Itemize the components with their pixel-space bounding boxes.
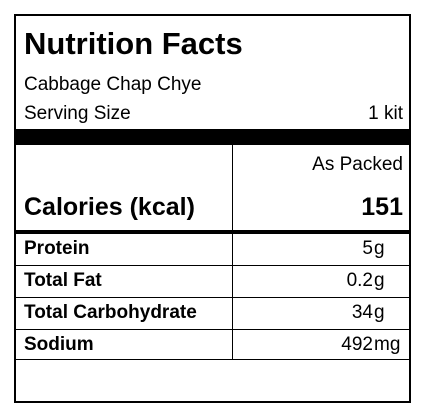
nutrient-amount: 34 xyxy=(351,302,373,323)
nutrition-facts-label: Nutrition Facts Cabbage Chap Chye Servin… xyxy=(14,14,411,403)
nutrient-name: Total Fat xyxy=(24,270,102,291)
calories-divider xyxy=(16,230,409,234)
row-divider xyxy=(16,329,409,330)
product-name: Cabbage Chap Chye xyxy=(24,74,202,95)
nutrient-name: Total Carbohydrate xyxy=(24,302,197,323)
nutrient-unit: g xyxy=(374,238,385,259)
serving-size-label: Serving Size xyxy=(24,103,131,124)
row-divider xyxy=(16,297,409,298)
nutrient-name: Sodium xyxy=(24,334,94,355)
nutrient-unit: g xyxy=(374,302,385,323)
footer-divider xyxy=(16,359,409,360)
label-title: Nutrition Facts xyxy=(24,26,243,61)
nutrient-row-total-fat: Total Fat 0.2 g xyxy=(16,266,409,297)
row-divider xyxy=(16,265,409,266)
calories-value: 151 xyxy=(361,193,403,221)
nutrient-row-sodium: Sodium 492 mg xyxy=(16,330,409,361)
nutrient-row-protein: Protein 5 g xyxy=(16,234,409,265)
column-header-as-packed: As Packed xyxy=(312,154,403,175)
calories-label: Calories (kcal) xyxy=(24,193,195,221)
thick-divider xyxy=(16,129,409,145)
nutrient-row-total-carbohydrate: Total Carbohydrate 34 g xyxy=(16,298,409,329)
column-divider xyxy=(232,145,233,359)
serving-size-value: 1 kit xyxy=(368,103,403,124)
nutrient-name: Protein xyxy=(24,238,90,259)
nutrient-unit: mg xyxy=(374,334,401,355)
nutrient-amount: 5 xyxy=(362,238,373,259)
nutrient-amount: 492 xyxy=(341,334,373,355)
nutrient-amount: 0.2 xyxy=(346,270,373,291)
nutrient-unit: g xyxy=(374,270,385,291)
